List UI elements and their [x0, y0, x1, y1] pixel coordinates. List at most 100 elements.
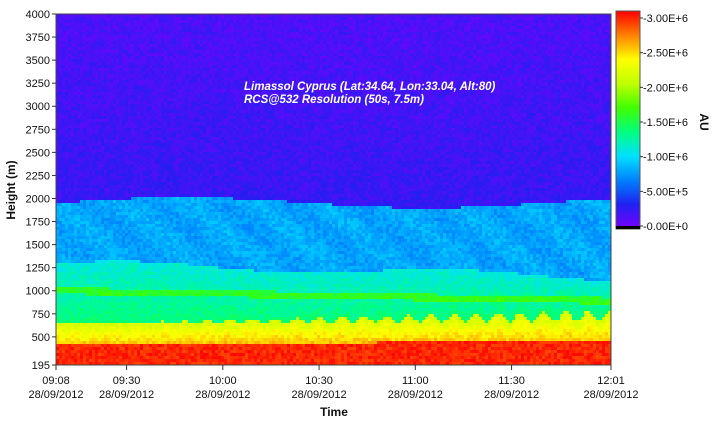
heatmap-cell: [182, 239, 186, 243]
heatmap-cell: [128, 254, 132, 258]
heatmap-cell: [128, 23, 132, 27]
heatmap-cell: [155, 50, 159, 54]
heatmap-cell: [74, 281, 78, 285]
heatmap-cell: [92, 86, 96, 90]
heatmap-cell: [152, 257, 156, 261]
heatmap-cell: [92, 314, 96, 318]
heatmap-cell: [110, 155, 114, 159]
heatmap-cell: [119, 236, 123, 240]
heatmap-cell: [77, 188, 81, 192]
heatmap-cell: [179, 86, 183, 90]
heatmap-cell: [74, 233, 78, 237]
heatmap-cell: [83, 59, 87, 63]
heatmap-cell: [161, 128, 165, 132]
heatmap-cell: [65, 170, 69, 174]
heatmap-cell: [164, 137, 168, 141]
heatmap-cell: [161, 251, 165, 255]
heatmap-cell: [74, 113, 78, 117]
heatmap-cell: [182, 179, 186, 183]
heatmap-cell: [98, 35, 102, 39]
heatmap-cell: [80, 263, 84, 267]
heatmap-cell: [68, 224, 72, 228]
heatmap-cell: [113, 71, 117, 75]
heatmap-cell: [119, 185, 123, 189]
heatmap-cell: [134, 116, 138, 120]
heatmap-cell: [95, 242, 99, 246]
heatmap-cell: [65, 254, 69, 258]
heatmap-cell: [98, 77, 102, 81]
heatmap-cell: [59, 119, 63, 123]
heatmap-cell: [119, 266, 123, 270]
heatmap-cell: [68, 329, 72, 333]
heatmap-cell: [155, 47, 159, 51]
heatmap-cell: [170, 101, 174, 105]
heatmap-cell: [176, 86, 180, 90]
heatmap-cell: [149, 125, 153, 129]
heatmap-cell: [161, 197, 165, 201]
heatmap-cell: [146, 128, 150, 132]
heatmap-cell: [176, 257, 180, 261]
heatmap-cell: [65, 20, 69, 24]
heatmap-cell: [98, 131, 102, 135]
heatmap-cell: [146, 71, 150, 75]
heatmap-cell: [158, 50, 162, 54]
heatmap-cell: [59, 332, 63, 336]
heatmap-cell: [173, 98, 177, 102]
heatmap-cell: [116, 245, 120, 249]
heatmap-cell: [125, 32, 129, 36]
heatmap-cell: [113, 254, 117, 258]
heatmap-cell: [134, 227, 138, 231]
heatmap-cell: [140, 335, 144, 339]
heatmap-cell: [179, 83, 183, 87]
heatmap-cell: [137, 197, 141, 201]
heatmap-cell: [107, 344, 111, 348]
heatmap-cell: [158, 263, 162, 267]
heatmap-cell: [149, 170, 153, 174]
heatmap-cell: [104, 188, 108, 192]
heatmap-cell: [134, 356, 138, 360]
heatmap-cell: [149, 128, 153, 132]
heatmap-cell: [92, 89, 96, 93]
heatmap-cell: [140, 224, 144, 228]
heatmap-cell: [116, 227, 120, 231]
heatmap-cell: [137, 80, 141, 84]
heatmap-cell: [179, 110, 183, 114]
heatmap-cell: [107, 44, 111, 48]
heatmap-cell: [134, 290, 138, 294]
heatmap-cell: [92, 17, 96, 21]
heatmap-cell: [140, 116, 144, 120]
heatmap-cell: [119, 119, 123, 123]
heatmap-cell: [104, 281, 108, 285]
heatmap-cell: [95, 344, 99, 348]
heatmap-cell: [125, 131, 129, 135]
heatmap-cell: [137, 308, 141, 312]
heatmap-cell: [98, 32, 102, 36]
heatmap-cell: [59, 221, 63, 225]
heatmap-cell: [116, 230, 120, 234]
heatmap-cell: [77, 125, 81, 129]
heatmap-cell: [143, 122, 147, 126]
heatmap-cell: [164, 338, 168, 342]
heatmap-cell: [128, 293, 132, 297]
heatmap-cell: [104, 107, 108, 111]
heatmap-cell: [122, 188, 126, 192]
heatmap-cell: [101, 23, 105, 27]
heatmap-cell: [134, 38, 138, 42]
heatmap-cell: [182, 107, 186, 111]
heatmap-cell: [158, 227, 162, 231]
heatmap-cell: [179, 263, 183, 267]
heatmap-cell: [92, 41, 96, 45]
heatmap-cell: [137, 212, 141, 216]
heatmap-cell: [155, 110, 159, 114]
heatmap-cell: [113, 305, 117, 309]
heatmap-cell: [101, 200, 105, 204]
heatmap-cell: [179, 44, 183, 48]
heatmap-cell: [125, 170, 129, 174]
heatmap-cell: [170, 284, 174, 288]
heatmap-cell: [122, 173, 126, 177]
heatmap-cell: [173, 311, 177, 315]
heatmap-cell: [80, 35, 84, 39]
heatmap-cell: [68, 17, 72, 21]
heatmap-cell: [113, 239, 117, 243]
heatmap-cell: [101, 206, 105, 210]
